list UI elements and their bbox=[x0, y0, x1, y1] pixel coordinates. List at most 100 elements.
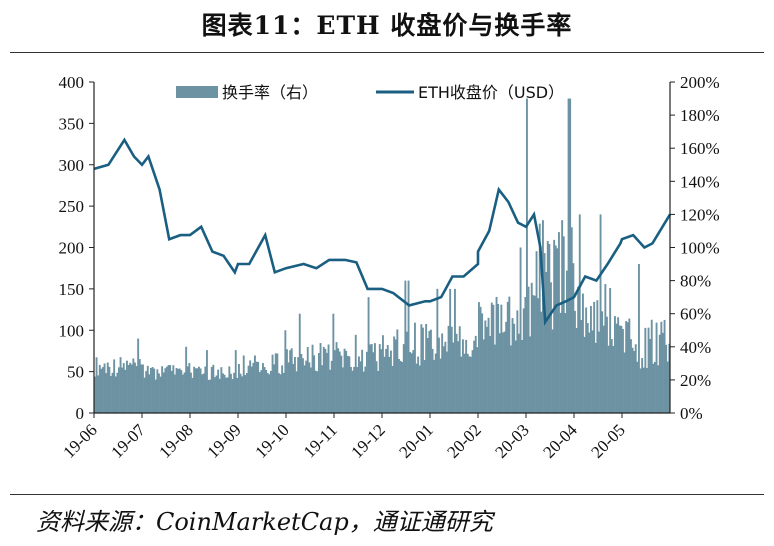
turnover-bar bbox=[194, 368, 197, 413]
turnover-bar bbox=[602, 325, 605, 413]
turnover-bar bbox=[612, 345, 615, 413]
turnover-bar bbox=[513, 323, 516, 413]
turnover-bar bbox=[402, 344, 405, 413]
turnover-bar bbox=[481, 313, 484, 413]
turnover-bar bbox=[162, 372, 165, 413]
turnover-bar bbox=[538, 223, 541, 413]
turnover-bar bbox=[367, 297, 370, 413]
turnover-bar bbox=[236, 377, 239, 413]
turnover-bar bbox=[409, 352, 412, 413]
turnover-bar bbox=[185, 346, 188, 413]
turnover-bar bbox=[489, 335, 492, 413]
turnover-bar bbox=[287, 362, 290, 413]
turnover-bar bbox=[156, 369, 159, 413]
turnover-bar bbox=[300, 353, 303, 413]
turnover-bar bbox=[476, 347, 479, 413]
turnover-bar bbox=[153, 368, 156, 413]
right-tick-label: 140% bbox=[680, 172, 720, 191]
turnover-bar bbox=[564, 313, 567, 413]
turnover-bar bbox=[450, 326, 453, 413]
source-note: 资料来源：CoinMarketCap，通证通研究 bbox=[36, 508, 493, 536]
turnover-bar bbox=[286, 349, 288, 413]
turnover-bar bbox=[327, 344, 330, 413]
turnover-bar bbox=[375, 361, 378, 413]
turnover-bar bbox=[492, 304, 495, 413]
turnover-bar bbox=[556, 248, 559, 413]
turnover-bar bbox=[132, 358, 135, 413]
x-tick-label: 20-01 bbox=[395, 420, 436, 461]
x-tick-label: 19-09 bbox=[203, 420, 244, 461]
turnover-bar bbox=[366, 351, 368, 413]
left-tick-label: 100 bbox=[59, 321, 85, 340]
turnover-bar bbox=[110, 375, 112, 413]
turnover-bar bbox=[383, 356, 386, 413]
turnover-bar bbox=[178, 368, 181, 413]
turnover-bar bbox=[222, 373, 224, 413]
turnover-bar bbox=[500, 304, 503, 413]
turnover-bar bbox=[447, 325, 450, 413]
turnover-bar bbox=[455, 333, 458, 413]
turnover-bar bbox=[655, 322, 658, 413]
top-rule bbox=[10, 52, 764, 53]
turnover-bar bbox=[374, 343, 376, 413]
turnover-bar bbox=[663, 319, 666, 413]
turnover-bar bbox=[462, 339, 464, 413]
turnover-bar bbox=[145, 371, 148, 413]
turnover-bar bbox=[615, 323, 618, 413]
turnover-bar bbox=[292, 363, 295, 413]
turnover-bar bbox=[190, 372, 192, 413]
turnover-bar bbox=[100, 368, 103, 413]
turnover-bar bbox=[270, 370, 272, 413]
turnover-bar bbox=[346, 355, 349, 413]
turnover-bar bbox=[238, 363, 240, 413]
turnover-bar bbox=[246, 373, 248, 413]
right-tick-label: 100% bbox=[680, 239, 720, 258]
left-tick-label: 150 bbox=[59, 280, 85, 299]
turnover-bar bbox=[390, 350, 392, 413]
turnover-bar bbox=[551, 329, 554, 413]
turnover-bar bbox=[166, 366, 168, 413]
turnover-bar bbox=[372, 352, 375, 413]
turnover-bar bbox=[569, 98, 572, 414]
turnover-bar bbox=[665, 344, 668, 413]
turnover-bar bbox=[508, 296, 511, 413]
turnover-bar bbox=[295, 371, 298, 413]
turnover-bar bbox=[94, 376, 96, 413]
left-tick-label: 0 bbox=[76, 404, 85, 423]
chart-title: 图表11：ETH 收盘价与换手率 bbox=[201, 11, 573, 40]
turnover-bar bbox=[521, 340, 524, 413]
turnover-bar bbox=[380, 349, 383, 413]
turnover-bar bbox=[140, 364, 143, 413]
turnover-bar bbox=[668, 343, 671, 413]
turnover-bar bbox=[561, 220, 564, 413]
turnover-bar bbox=[369, 344, 372, 413]
turnover-bar bbox=[356, 366, 359, 413]
turnover-bar bbox=[303, 365, 306, 413]
turnover-bar bbox=[274, 353, 277, 413]
turnover-bar bbox=[279, 374, 282, 413]
turnover-bar bbox=[386, 345, 389, 413]
turnover-bar bbox=[478, 302, 480, 413]
turnover-bar bbox=[396, 329, 399, 413]
turnover-bar bbox=[585, 307, 588, 413]
bottom-rule bbox=[10, 494, 764, 495]
turnover-bar bbox=[345, 350, 348, 413]
turnover-bar bbox=[150, 368, 152, 413]
turnover-bar bbox=[441, 333, 444, 413]
turnover-bar bbox=[308, 362, 311, 413]
turnover-bar bbox=[518, 333, 520, 413]
turnover-bar bbox=[169, 365, 172, 413]
turnover-bar bbox=[193, 366, 196, 413]
left-tick-label: 250 bbox=[59, 197, 85, 216]
left-tick-label: 300 bbox=[59, 156, 85, 175]
turnover-bar bbox=[167, 365, 170, 413]
turnover-bar bbox=[654, 361, 656, 413]
turnover-bar bbox=[425, 323, 428, 413]
turnover-bar bbox=[511, 318, 514, 413]
turnover-bar bbox=[340, 355, 343, 413]
turnover-bar bbox=[271, 354, 274, 413]
turnover-bar bbox=[337, 348, 340, 413]
turnover-bar bbox=[124, 369, 127, 413]
turnover-bar bbox=[647, 327, 650, 413]
turnover-bar bbox=[641, 358, 644, 413]
